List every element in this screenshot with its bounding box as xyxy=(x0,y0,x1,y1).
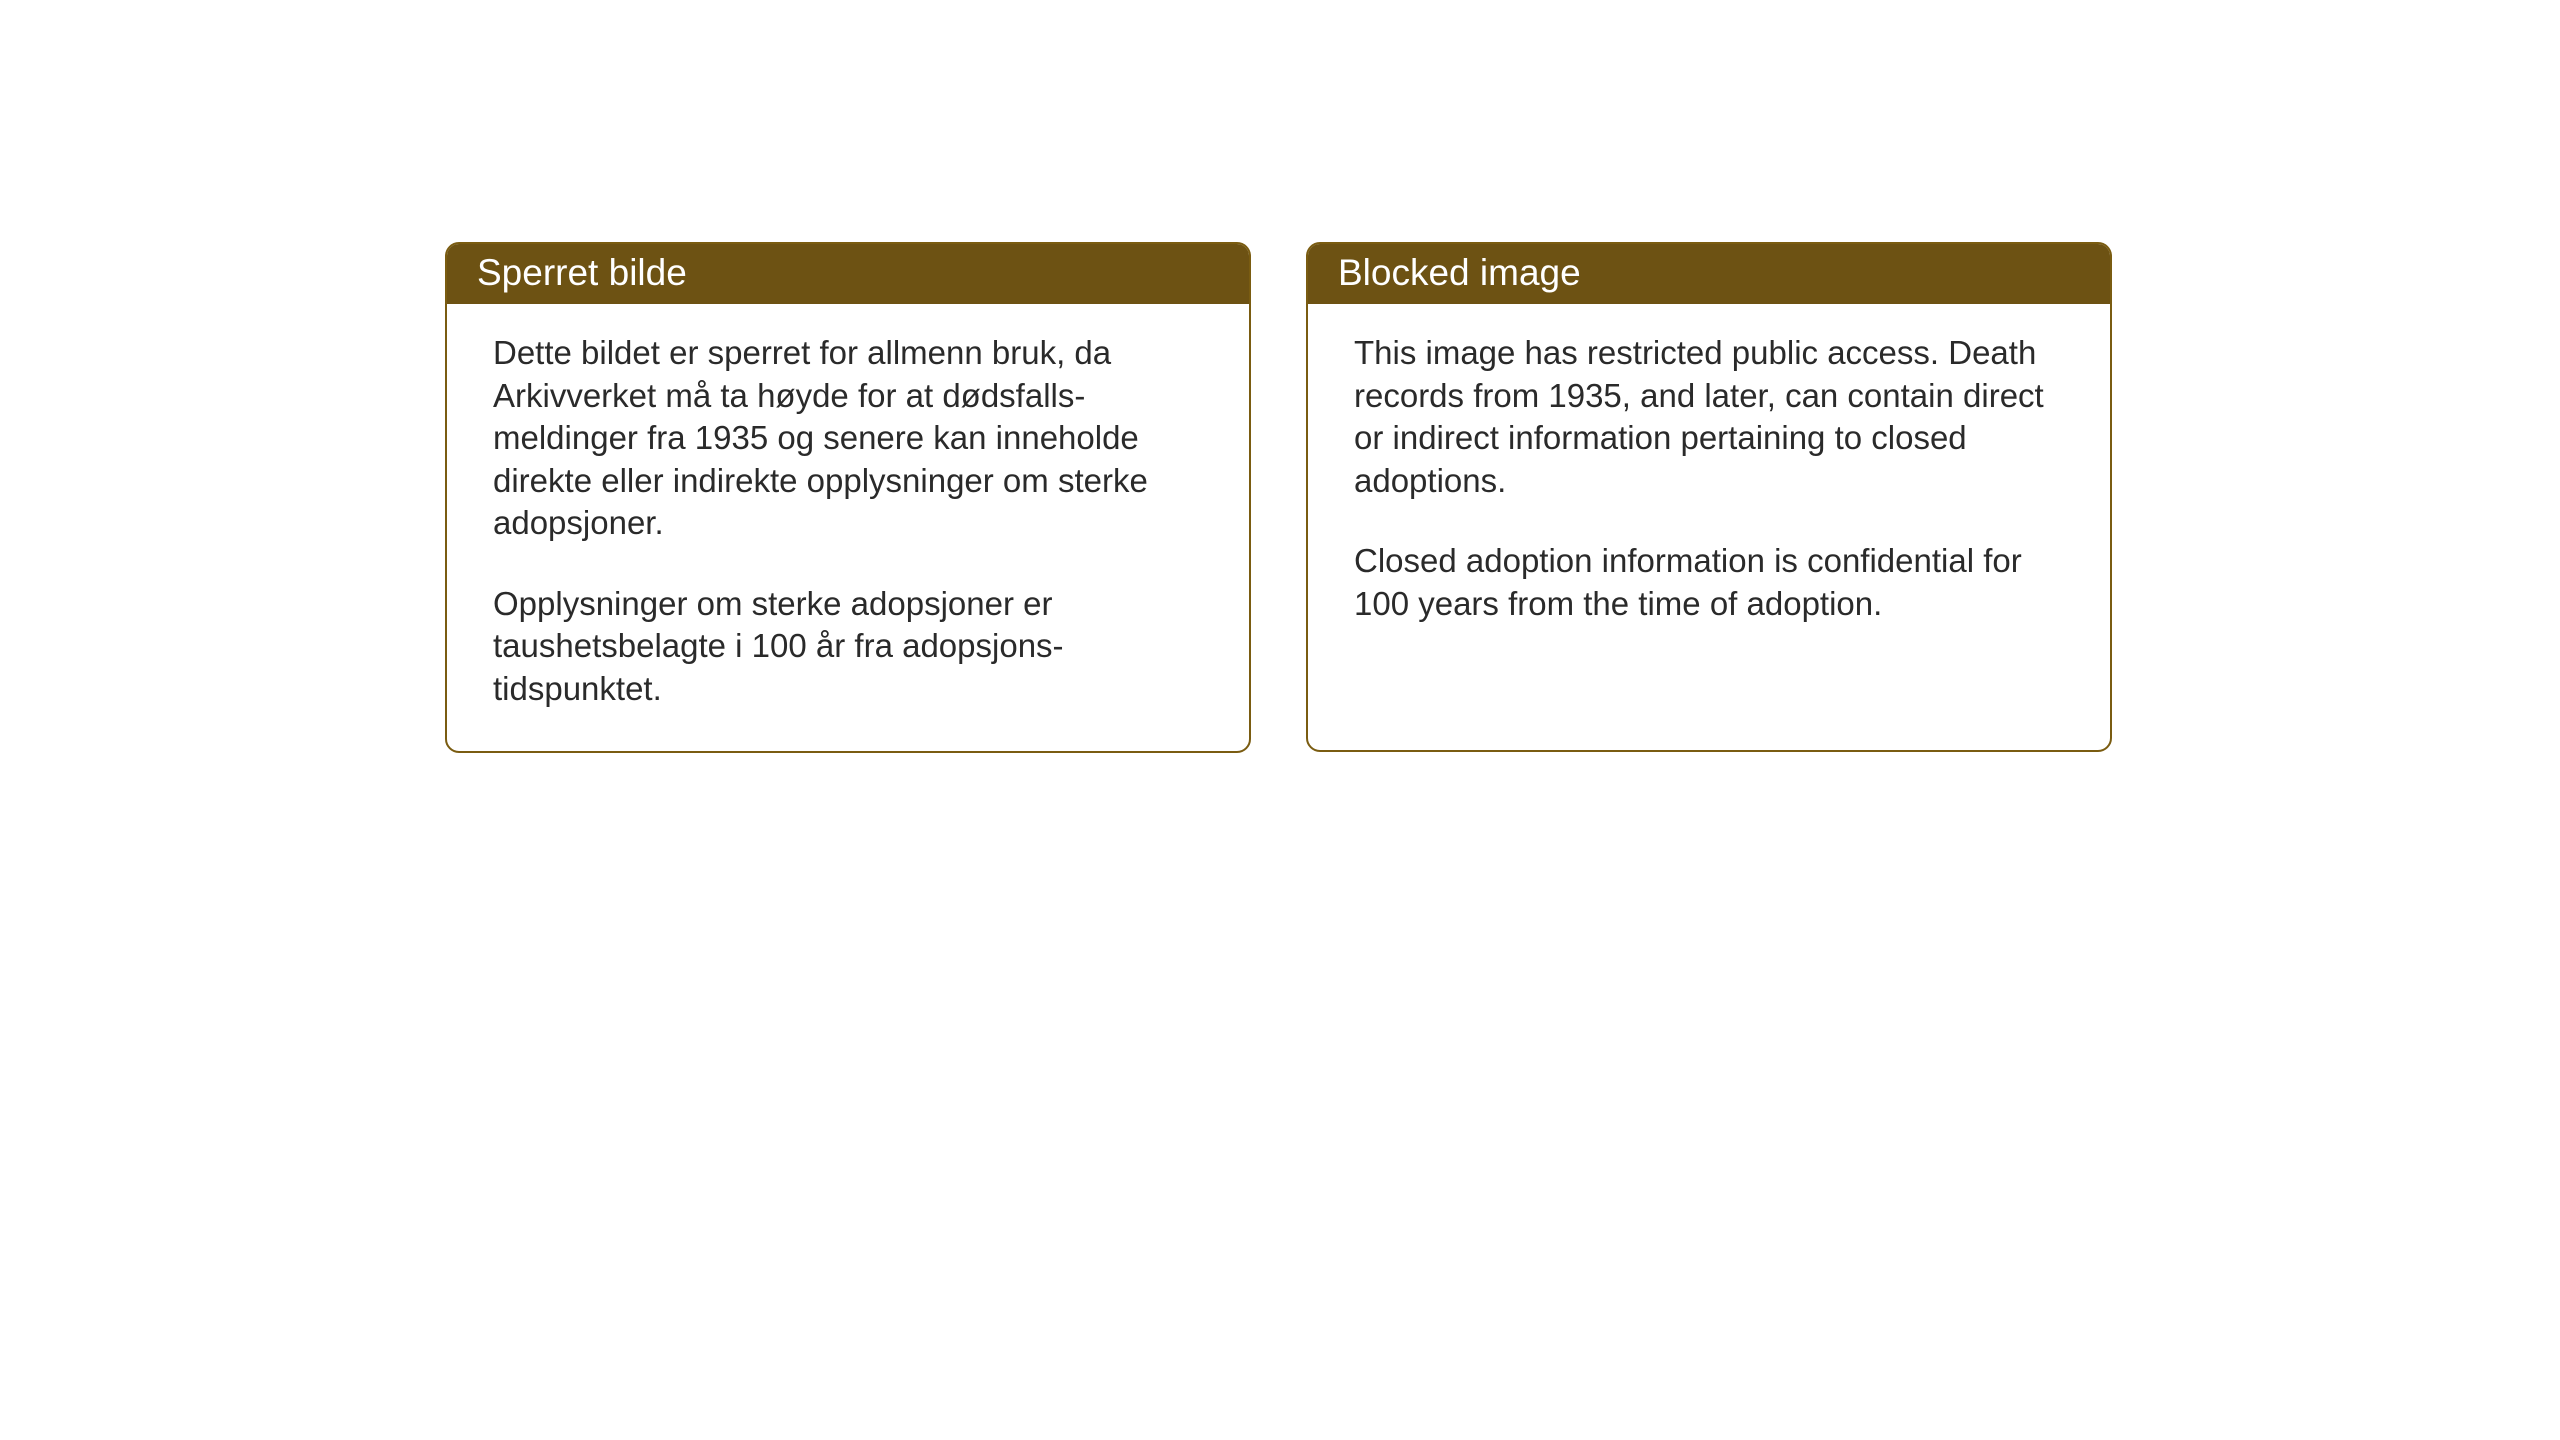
card-paragraph-1: This image has restricted public access.… xyxy=(1354,332,2070,502)
card-header-norwegian: Sperret bilde xyxy=(447,244,1249,304)
card-paragraph-1: Dette bildet er sperret for allmenn bruk… xyxy=(493,332,1209,545)
card-paragraph-2: Opplysninger om sterke adopsjoner er tau… xyxy=(493,583,1209,711)
card-container: Sperret bilde Dette bildet er sperret fo… xyxy=(0,0,2560,753)
card-body-norwegian: Dette bildet er sperret for allmenn bruk… xyxy=(447,304,1249,751)
card-body-english: This image has restricted public access.… xyxy=(1308,304,2110,665)
card-paragraph-2: Closed adoption information is confident… xyxy=(1354,540,2070,625)
blocked-image-card-english: Blocked image This image has restricted … xyxy=(1306,242,2112,752)
blocked-image-card-norwegian: Sperret bilde Dette bildet er sperret fo… xyxy=(445,242,1251,753)
card-header-english: Blocked image xyxy=(1308,244,2110,304)
